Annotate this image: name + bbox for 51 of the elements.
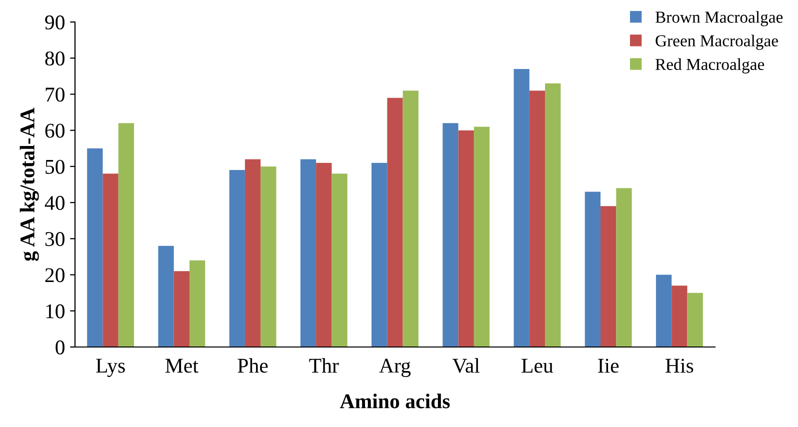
x-tick-label: Arg xyxy=(379,358,411,378)
x-tick-label: His xyxy=(666,358,694,373)
bar xyxy=(332,174,348,347)
y-tick-label: 50 xyxy=(46,160,64,174)
bar xyxy=(387,98,403,347)
bar xyxy=(656,274,672,347)
x-axis-title: Amino acids xyxy=(340,394,450,408)
bar xyxy=(300,159,316,347)
bar xyxy=(260,166,276,347)
x-tick-label: Val xyxy=(452,358,480,373)
bar xyxy=(458,130,474,347)
bar xyxy=(584,192,601,347)
legend-label: Red Macroalgae xyxy=(655,58,764,74)
bar xyxy=(687,292,703,347)
x-tick-label: Lys xyxy=(96,358,125,378)
x-tick-label: Iie xyxy=(598,358,619,373)
bar xyxy=(102,174,118,347)
bar xyxy=(316,162,332,347)
bar xyxy=(442,123,458,347)
y-tick-label: 40 xyxy=(44,196,64,210)
bar xyxy=(118,123,134,347)
x-tick-label: Phe xyxy=(238,358,268,373)
x-tick-label: Thr xyxy=(309,358,339,373)
y-axis-title: g AA kg/total-AA xyxy=(20,108,39,261)
y-tick-label: 20 xyxy=(45,268,64,282)
bar xyxy=(529,90,546,347)
bar xyxy=(616,188,632,347)
bar xyxy=(545,83,561,347)
bar xyxy=(474,126,490,347)
bar xyxy=(514,68,530,347)
bar xyxy=(672,286,688,347)
legend-label: Brown Macroalgae xyxy=(655,11,783,26)
bar xyxy=(87,148,103,347)
bar xyxy=(372,162,388,347)
y-tick-label: 10 xyxy=(46,304,64,318)
bar xyxy=(402,90,418,347)
y-tick-label: 30 xyxy=(45,232,64,246)
x-tick-label: Leu xyxy=(522,358,554,373)
bar xyxy=(600,206,616,347)
bar xyxy=(244,159,261,347)
bar xyxy=(174,271,190,347)
x-tick-label: Met xyxy=(165,358,198,373)
bar xyxy=(158,246,174,347)
bar xyxy=(189,260,206,347)
legend-label: Green Macroalgae xyxy=(656,34,778,50)
y-tick-label: 80 xyxy=(45,51,64,66)
y-tick-label: 60 xyxy=(45,124,64,138)
y-tick-label: 70 xyxy=(46,88,64,102)
y-tick-label: 0 xyxy=(56,340,64,354)
y-tick-label: 90 xyxy=(45,15,64,30)
bar xyxy=(229,170,245,347)
